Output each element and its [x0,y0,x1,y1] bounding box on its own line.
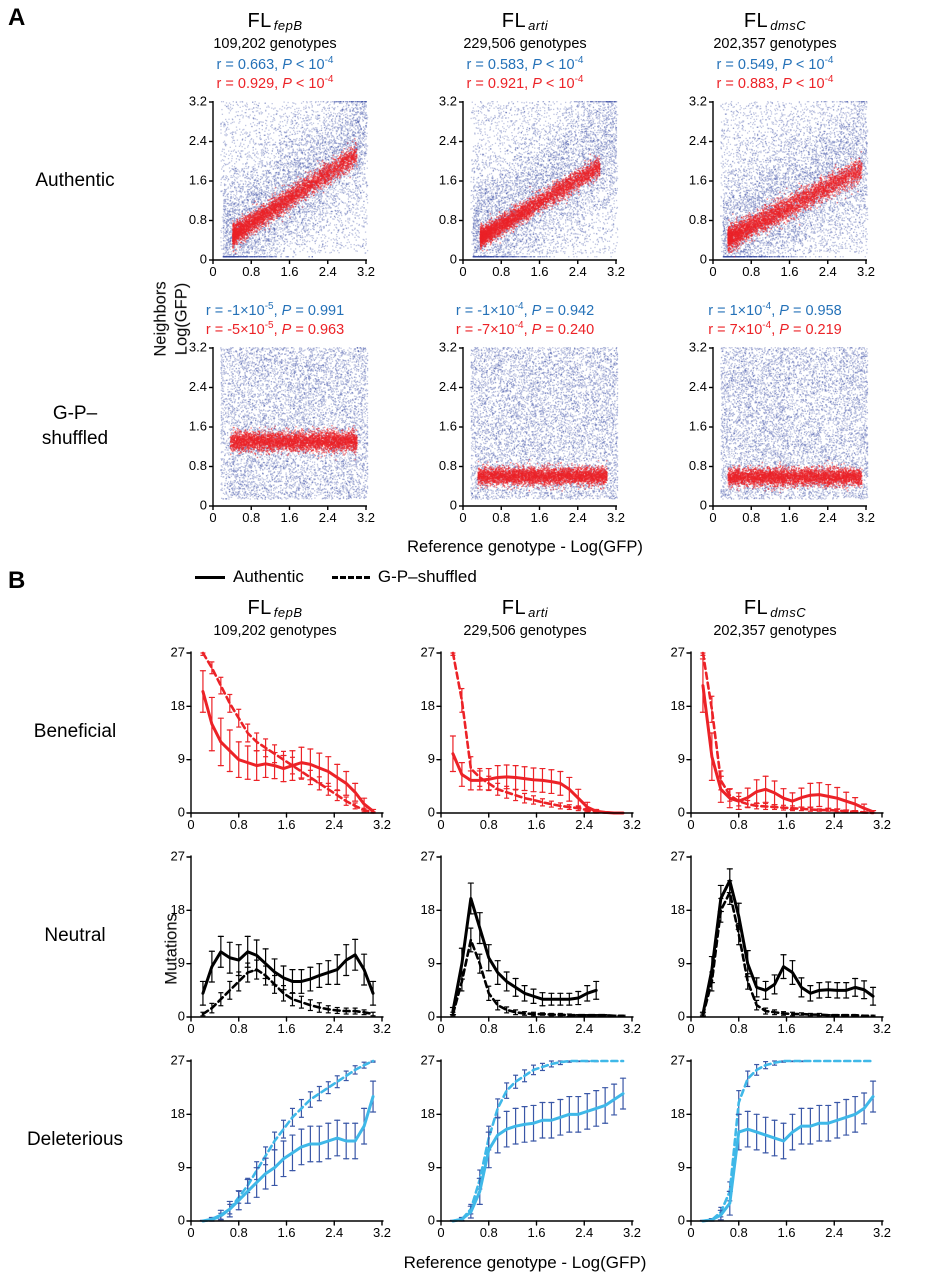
genotype-count: 229,506 genotypes [463,36,587,52]
legend-label: Authentic [233,567,304,586]
column-header-fepB: FL fepB 109,202 genotypes [150,10,400,52]
panel-b-y-axis-label: Mutations [162,913,181,985]
gene-subscript: fepB [273,605,303,620]
scatter-shuffled-arti: r = -1×10-4, P = 0.942 r = -7×10-4, P = … [400,300,650,536]
linechart-neutral-arti [400,845,650,1047]
gene-title: FL fepB [247,10,303,33]
linechart-deleterious-dmsC [650,1049,900,1251]
gene-subscript: dmsC [770,605,807,620]
legend-item-shuffled: G-P–shuffled [331,567,477,587]
panel-b-row-neutral: Neutral [0,845,932,1047]
gene-title: FL arti [501,10,549,33]
linechart-neutral-fepB [150,845,400,1047]
scatter-authentic-fepB: r = 0.663, P < 10-4 r = 0.929, P < 10-4 [150,54,400,290]
correlation-red: r = 7×10-4, P = 0.219 [708,320,842,338]
scatter-plot-canvas [672,340,878,536]
row-label-shuffled: G-P– shuffled [41,403,109,449]
header-spacer [0,597,150,639]
line-chart-canvas [652,847,898,1047]
panel-a-row-authentic: Authentic r = 0.663, P < 10-4 r = 0.929,… [0,54,932,290]
line-chart-canvas [152,1051,398,1251]
linechart-deleterious-fepB [150,1049,400,1251]
column-header-dmsC: FL dmsC 202,357 genotypes [650,10,900,52]
panel-b-header-row: FL fepB 109,202 genotypes FL arti 229,506 … [0,591,932,639]
scatter-plot-canvas [172,94,378,290]
panel-a-row-shuffled: G-P– shuffled r = -1×10-5, P = 0.991 r =… [0,300,932,536]
line-chart-canvas [152,847,398,1047]
line-chart-canvas [152,643,398,843]
linechart-beneficial-fepB [150,641,400,843]
line-chart-canvas [402,1051,648,1251]
row-label-beneficial: Beneficial [33,720,117,742]
genotype-count: 109,202 genotypes [213,623,337,639]
line-chart-canvas [402,847,648,1047]
scatter-plot-canvas [422,94,628,290]
genotype-count: 202,357 genotypes [713,623,837,639]
panel-b-x-axis-label: Reference genotype - Log(GFP) [403,1253,647,1272]
column-header-dmsC: FL dmsC 202,357 genotypes [650,597,900,639]
gene-title: FL dmsC [743,597,807,620]
linechart-neutral-dmsC [650,845,900,1047]
scatter-plot-canvas [422,340,628,536]
panel-a-x-axis-label: Reference genotype - Log(GFP) [407,538,643,556]
scatter-plot-canvas [172,340,378,536]
panel-b: B Mutations Authentic G-P–shuffled FL fep… [0,567,932,1273]
linechart-deleterious-arti [400,1049,650,1251]
row-label-neutral: Neutral [44,924,106,946]
linechart-beneficial-arti [400,641,650,843]
correlation-blue: r = 1×10-4, P = 0.958 [708,301,842,319]
legend: Authentic G-P–shuffled [195,567,932,587]
scatter-authentic-arti: r = 0.583, P < 10-4 r = 0.921, P < 10-4 [400,54,650,290]
correlation-blue: r = 0.549, P < 10-4 [716,55,834,73]
line-chart-canvas [652,643,898,843]
column-header-arti: FL arti 229,506 genotypes [400,10,650,52]
scatter-plot-canvas [672,94,878,290]
gene-subscript: dmsC [770,18,807,33]
column-header-arti: FL arti 229,506 genotypes [400,597,650,639]
genotype-count: 229,506 genotypes [463,623,587,639]
genotype-count: 202,357 genotypes [713,36,837,52]
panel-b-row-deleterious: Deleterious [0,1049,932,1251]
scatter-authentic-dmsC: r = 0.549, P < 10-4 r = 0.883, P < 10-4 [650,54,900,290]
correlation-blue: r = -1×10-4, P = 0.942 [455,301,595,319]
scatter-shuffled-fepB: r = -1×10-5, P = 0.991 r = -5×10-5, P = … [150,300,400,536]
genotype-count: 109,202 genotypes [213,36,337,52]
gene-subscript: arti [528,605,549,620]
row-label-deleterious: Deleterious [26,1128,124,1150]
panel-a: A Neighbors Log(GFP) FL fepB 109,202 geno… [0,4,932,557]
correlation-red: r = 0.929, P < 10-4 [216,74,334,92]
dashed-line-swatch [331,575,370,579]
correlation-red: r = -5×10-5, P = 0.963 [205,320,345,338]
gene-subscript: fepB [273,18,303,33]
correlation-red: r = 0.883, P < 10-4 [716,74,834,92]
correlation-blue: r = 0.583, P < 10-4 [466,55,584,73]
correlation-red: r = 0.921, P < 10-4 [466,74,584,92]
line-chart-canvas [402,643,648,843]
panel-b-label: B [8,567,26,594]
legend-label: G-P–shuffled [377,567,477,586]
correlation-blue: r = 0.663, P < 10-4 [216,55,334,73]
panel-a-y-axis-label: Neighbors Log(GFP) [151,281,191,357]
row-label-authentic: Authentic [35,169,115,191]
gene-title: FL arti [501,597,549,620]
scatter-shuffled-dmsC: r = 1×10-4, P = 0.958 r = 7×10-4, P = 0.… [650,300,900,536]
linechart-beneficial-dmsC [650,641,900,843]
legend-item-authentic: Authentic [195,567,304,587]
panel-a-header-row: FL fepB 109,202 genotypes FL arti 229,506 … [0,4,932,52]
gene-subscript: arti [528,18,549,33]
correlation-red: r = -7×10-4, P = 0.240 [455,320,595,338]
panel-b-row-beneficial: Beneficial [0,641,932,843]
gene-title: FL dmsC [743,10,807,33]
line-chart-canvas [652,1051,898,1251]
correlation-blue: r = -1×10-5, P = 0.991 [205,301,345,319]
gene-title: FL fepB [247,597,303,620]
solid-line-swatch [195,575,225,579]
panel-a-label: A [8,4,26,31]
column-header-fepB: FL fepB 109,202 genotypes [150,597,400,639]
